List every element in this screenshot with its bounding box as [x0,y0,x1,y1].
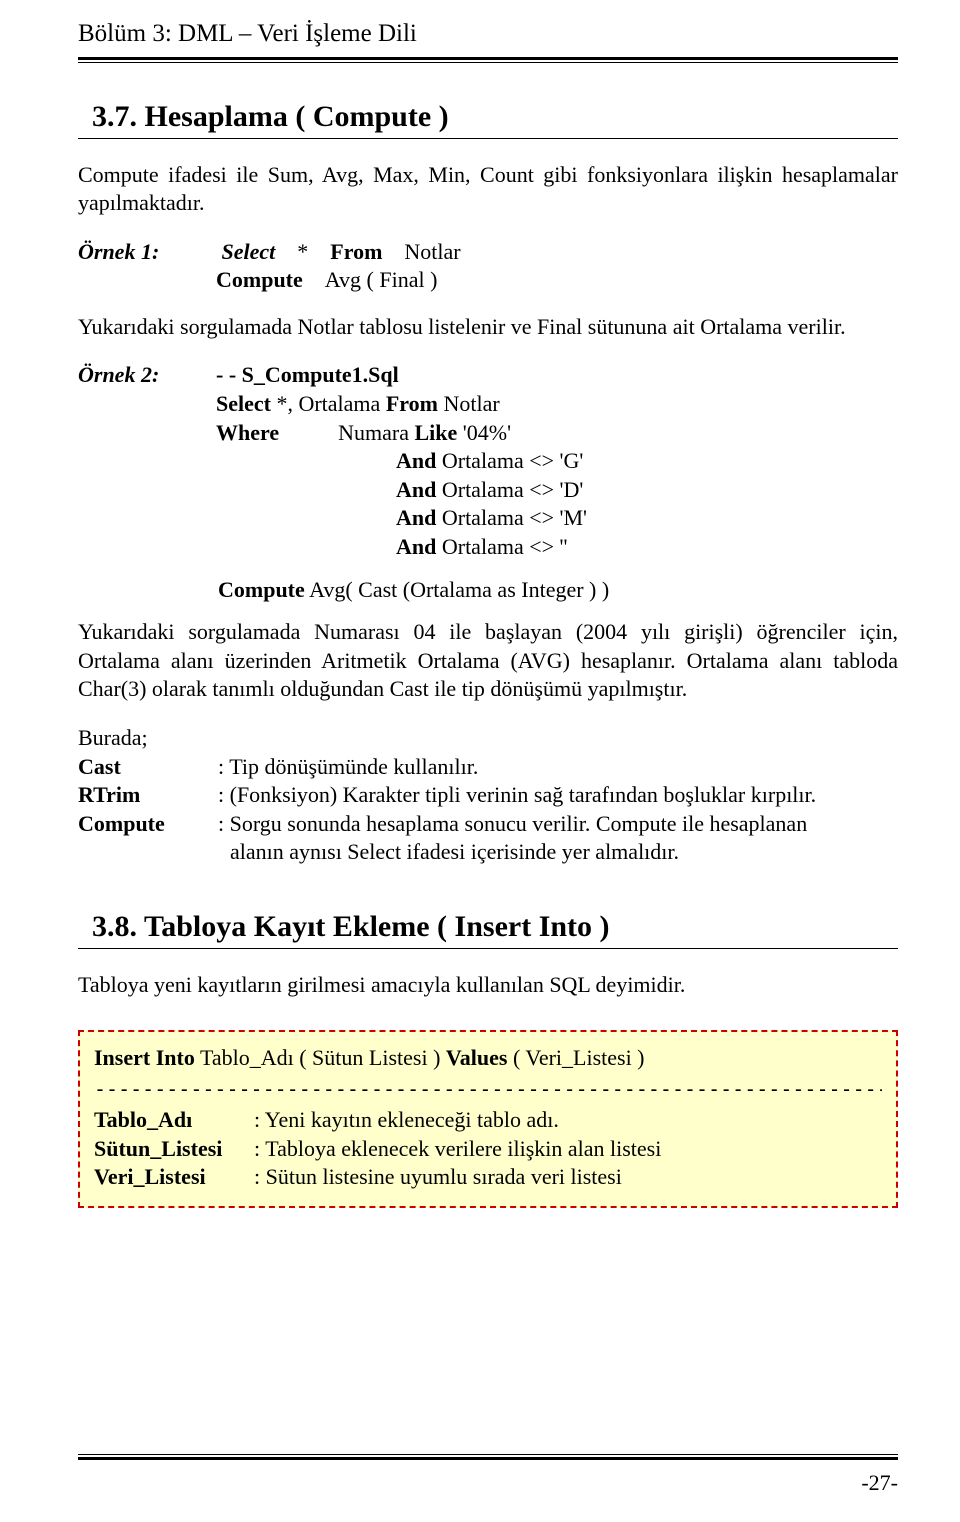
section-3-8-intro: Tabloya yeni kayıtların girilmesi amacıy… [78,971,898,1000]
keyword-and: And [396,505,436,530]
sql-where-col: Numara [338,420,414,445]
syntax-line-1: Insert Into Tablo_Adı ( Sütun Listesi ) … [94,1044,882,1073]
page-header: Bölüm 3: DML – Veri İşleme Dili [78,18,898,51]
sql-select-line: Select *, Ortalama From Notlar [216,390,898,419]
def-term-rtrim: RTrim [78,781,218,810]
syntax-row-1: Tablo_Adı : Yeni kayıtın ekleneceği tabl… [94,1106,882,1135]
syntax-values-rest: ( Veri_Listesi ) [507,1045,644,1070]
section-3-8-heading: 3.8. Tabloya Kayıt Ekleme ( Insert Into … [92,907,898,946]
sql-star: * [281,239,325,264]
sql-and-1: And Ortalama <> 'G' [216,447,898,476]
section-3-7-intro: Compute ifadesi ile Sum, Avg, Max, Min, … [78,161,898,218]
sql-cond: Ortalama <> 'D' [436,477,583,502]
syntax-term-tablo: Tablo_Adı [94,1106,254,1135]
def-compute: Compute : Sorgu sonunda hesaplama sonucu… [78,810,898,839]
def-desc-compute-2: alanın aynısı Select ifadesi içerisinde … [78,838,898,867]
page-number: -27- [861,1469,898,1498]
sql-from-table: Notlar [438,391,500,416]
heading-underline [78,948,898,949]
def-desc-cast: : Tip dönüşümünde kullanılır. [218,753,898,782]
def-desc-rtrim: : (Fonksiyon) Karakter tipli verinin sağ… [218,781,898,810]
example-2-file: - - S_Compute1.Sql [216,361,898,390]
sql-table: Notlar [388,239,461,264]
example-2: Örnek 2: - - S_Compute1.Sql Select *, Or… [78,361,898,561]
sql-compute-line: Compute Avg( Cast (Ortalama as Integer )… [78,576,898,605]
syntax-tablo: Tablo_Adı ( Sütun Listesi ) [195,1045,446,1070]
def-desc-compute: : Sorgu sonunda hesaplama sonucu verilir… [218,810,898,839]
def-cast: Cast : Tip dönüşümünde kullanılır. [78,753,898,782]
header-rule [78,57,898,63]
example-2-desc: Yukarıdaki sorgulamada Numarası 04 ile b… [78,618,898,704]
sql-cond: Ortalama <> 'M' [436,505,587,530]
keyword-like: Like [415,420,458,445]
syntax-desc-sutun: : Tabloya eklenecek verilere ilişkin ala… [254,1135,661,1164]
keyword-compute: Compute [216,267,303,292]
sql-cond: Ortalama <> '' [436,534,567,559]
syntax-term-sutun: Sütun_Listesi [94,1135,254,1164]
keyword-and: And [396,477,436,502]
burada-label: Burada; [78,724,898,753]
example-1-label: Örnek 1: [78,238,216,267]
sql-and-2: And Ortalama <> 'D' [216,476,898,505]
syntax-desc-veri: : Sütun listesine uyumlu sırada veri lis… [254,1163,622,1192]
example-2-label: Örnek 2: [78,361,216,561]
def-term-cast: Cast [78,753,218,782]
def-rtrim: RTrim : (Fonksiyon) Karakter tipli verin… [78,781,898,810]
keyword-compute: Compute [218,577,305,602]
definitions-block: Burada; Cast : Tip dönüşümünde kullanılı… [78,724,898,867]
example-1: Örnek 1: Select * From Notlar Compute Av… [78,238,898,295]
syntax-box: Insert Into Tablo_Adı ( Sütun Listesi ) … [78,1030,898,1208]
keyword-values: Values [446,1045,508,1070]
footer-rule [78,1454,898,1460]
keyword-from: From [386,391,438,416]
sql-cond: Ortalama <> 'G' [436,448,583,473]
sql-like-val: '04%' [457,420,511,445]
sql-compute-args: Avg( Cast (Ortalama as Integer ) ) [305,577,609,602]
keyword-where: Where [216,420,279,445]
keyword-and: And [396,448,436,473]
sql-where-line: Where Numara Like '04%' [216,419,898,448]
syntax-desc-tablo: : Yeni kayıtın ekleneceği tablo adı. [254,1106,559,1135]
keyword-and: And [396,534,436,559]
example-1-desc: Yukarıdaki sorgulamada Notlar tablosu li… [78,313,898,342]
syntax-row-2: Sütun_Listesi : Tabloya eklenecek verile… [94,1135,882,1164]
sql-and-4: And Ortalama <> '' [216,533,898,562]
syntax-separator: ----------------------------------------… [94,1076,882,1102]
section-3-7-heading: 3.7. Hesaplama ( Compute ) [92,97,898,136]
keyword-from: From [330,239,382,264]
syntax-row-3: Veri_Listesi : Sütun listesine uyumlu sı… [94,1163,882,1192]
keyword-insert-into: Insert Into [94,1045,195,1070]
syntax-term-veri: Veri_Listesi [94,1163,254,1192]
sql-avg-final: Avg ( Final ) [308,267,437,292]
sql-and-3: And Ortalama <> 'M' [216,504,898,533]
def-term-compute: Compute [78,810,218,839]
heading-underline [78,138,898,139]
keyword-select: Select [222,239,276,264]
sql-columns: *, Ortalama [271,391,386,416]
keyword-select: Select [216,391,271,416]
